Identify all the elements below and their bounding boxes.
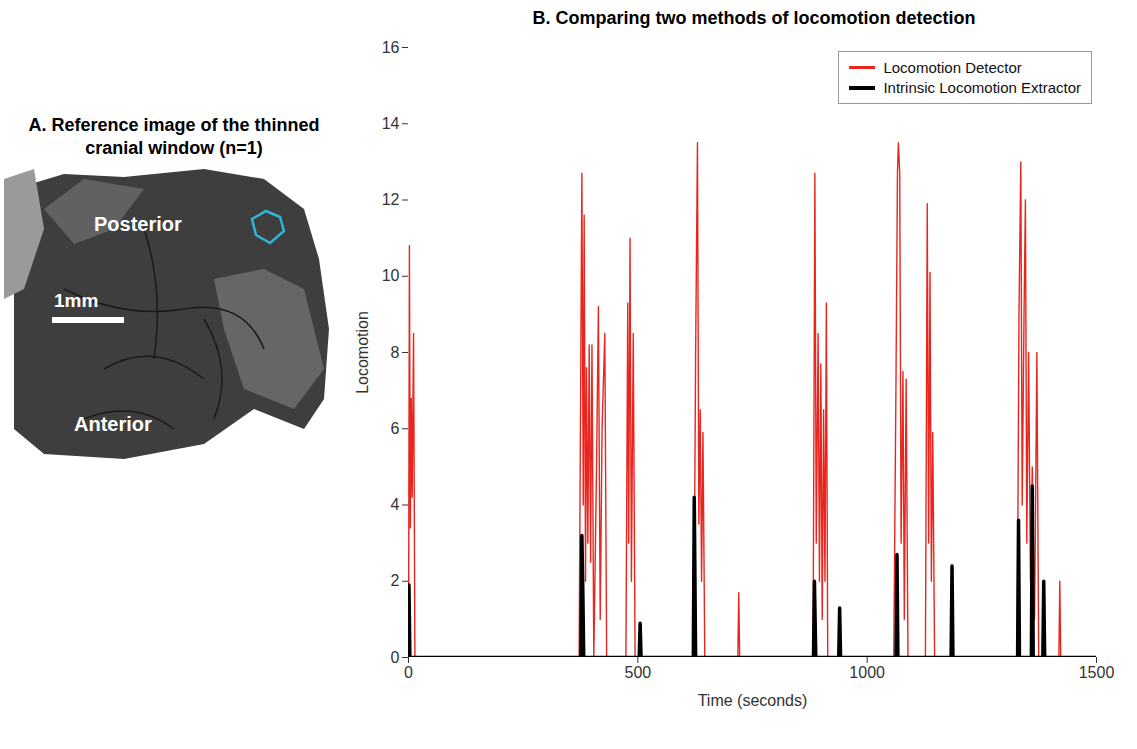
svg-text:1mm: 1mm	[54, 290, 98, 311]
svg-text:1500: 1500	[1079, 664, 1115, 681]
html-text:B. Comparing two methods of lo: B. Comparing two methods of locomotion d…	[532, 8, 976, 28]
svg-text:Posterior: Posterior	[94, 213, 182, 235]
svg-text:2: 2	[391, 572, 400, 589]
svg-text:16: 16	[382, 39, 400, 56]
svg-text:Anterior: Anterior	[74, 413, 152, 435]
svg-text:10: 10	[382, 267, 400, 284]
svg-text:0: 0	[404, 664, 413, 681]
svg-text:14: 14	[382, 115, 400, 132]
svg-text:6: 6	[391, 420, 400, 437]
svg-text:12: 12	[382, 191, 400, 208]
svg-text:4: 4	[391, 496, 400, 513]
html-text:Intrinsic Locomotion Extractor: Intrinsic Locomotion Extractor	[883, 79, 1081, 96]
svg-text:0: 0	[391, 649, 400, 666]
html-text:A. Reference image of the thin: A. Reference image of the thinned crania…	[28, 115, 320, 158]
svg-text:Time (seconds): Time (seconds)	[698, 692, 808, 709]
svg-text:8: 8	[391, 344, 400, 361]
svg-text:1000: 1000	[849, 664, 885, 681]
html-text:Locomotion Detector: Locomotion Detector	[883, 59, 1022, 76]
svg-text:500: 500	[624, 664, 651, 681]
svg-text:Locomotion: Locomotion	[354, 311, 371, 394]
